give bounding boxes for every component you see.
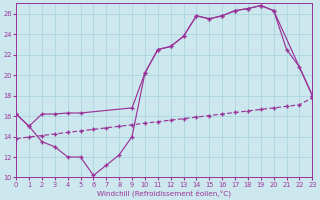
X-axis label: Windchill (Refroidissement éolien,°C): Windchill (Refroidissement éolien,°C) (97, 189, 231, 197)
